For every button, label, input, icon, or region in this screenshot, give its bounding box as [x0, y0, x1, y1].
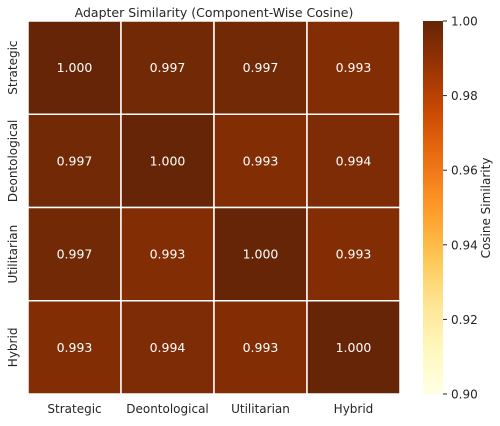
cell-value-label: 0.993	[150, 247, 186, 262]
colorbar-tick-label: 1.00	[451, 15, 478, 29]
colorbar-tick-label: 0.94	[451, 238, 478, 252]
cell-value-label: 1.000	[336, 340, 372, 355]
heatmap-annotations: 1.000 0.997 0.997 0.993 0.997 1.000 0.993 0.994…	[57, 60, 372, 355]
heatmap-cell	[306, 206, 401, 302]
heatmap-cell	[306, 300, 401, 395]
cell-value-label: 0.997	[243, 60, 279, 75]
heatmap-cell	[306, 20, 401, 115]
chart-title: Adapter Similarity (Component-Wise Cosin…	[75, 5, 354, 20]
cell-value-label: 1.000	[57, 60, 93, 75]
cell-value-label: 0.997	[150, 60, 186, 75]
y-tick-label: Utilitarian	[6, 225, 20, 284]
cell-value-label: 1.000	[243, 247, 279, 262]
colorbar-label: Cosine Similarity	[479, 158, 493, 259]
x-tick-label: Utilitarian	[231, 402, 290, 416]
heatmap-cell	[306, 113, 401, 209]
heatmap-cell	[120, 300, 215, 395]
heatmap-cell	[120, 113, 215, 209]
y-tick-label: Strategic	[6, 41, 20, 95]
heatmap-cell	[120, 206, 215, 302]
cell-value-label: 0.997	[57, 247, 93, 262]
cell-value-label: 0.993	[243, 153, 279, 168]
heatmap-cells	[27, 20, 401, 395]
cell-value-label: 0.994	[336, 153, 372, 168]
x-tick-labels: Strategic Deontological Utilitarian Hybrid	[47, 402, 373, 416]
x-tick-label: Hybrid	[334, 402, 374, 416]
cell-value-label: 0.997	[57, 153, 93, 168]
colorbar	[423, 21, 443, 394]
cell-value-label: 0.993	[57, 340, 93, 355]
colorbar-tick-label: 0.90	[451, 388, 478, 402]
colorbar-tick-label: 0.96	[451, 164, 478, 178]
heatmap-cell	[27, 300, 122, 395]
y-tick-label: Deontological	[6, 120, 20, 203]
colorbar-tick-label: 0.98	[451, 89, 478, 103]
cell-value-label: 0.993	[336, 60, 372, 75]
y-tick-label: Hybrid	[6, 328, 20, 368]
cell-value-label: 0.993	[243, 340, 279, 355]
heatmap-cell	[27, 20, 122, 115]
y-tick-labels: Strategic Deontological Utilitarian Hybrid	[6, 41, 20, 368]
colorbar-ticks: 0.90 0.92 0.94 0.96 0.98 1.00	[443, 15, 478, 402]
x-tick-label: Strategic	[47, 402, 101, 416]
heatmap-cell	[213, 20, 308, 115]
cell-value-label: 1.000	[150, 153, 186, 168]
heatmap-cell	[120, 20, 215, 115]
cell-value-label: 0.994	[150, 340, 186, 355]
x-tick-label: Deontological	[126, 402, 209, 416]
colorbar-tick-label: 0.92	[451, 313, 478, 327]
cell-value-label: 0.993	[336, 247, 372, 262]
